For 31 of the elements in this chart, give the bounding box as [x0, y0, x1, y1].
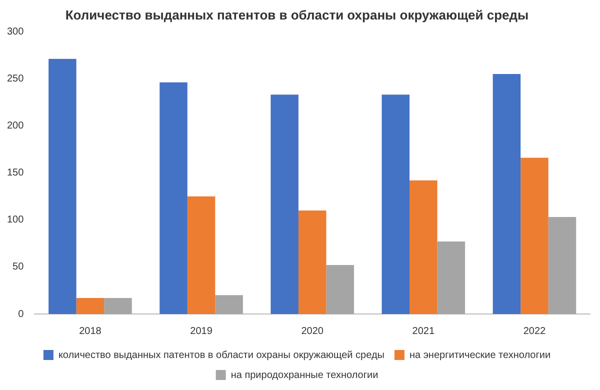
y-tick-label: 100 [6, 214, 24, 226]
bar [187, 196, 216, 314]
x-tick-label: 2020 [301, 326, 324, 337]
bar [326, 265, 354, 314]
bar [270, 94, 298, 314]
y-tick-label: 0 [18, 308, 24, 320]
chart-title: Количество выданных патентов в области охраны окружающей среды [65, 7, 529, 22]
bar [76, 298, 104, 314]
bar [160, 82, 188, 314]
y-tick-label: 150 [6, 168, 24, 179]
bar [298, 210, 326, 314]
bar [437, 242, 466, 314]
y-tick-label: 300 [6, 26, 24, 38]
bar [410, 180, 438, 314]
x-tick-label: 2018 [79, 326, 102, 337]
bar [520, 158, 548, 314]
bar [215, 295, 243, 314]
x-tick-label: 2019 [190, 326, 213, 337]
y-tick-label: 200 [6, 120, 24, 132]
legend-label: на энергитические технологии [409, 350, 551, 361]
x-tick-label: 2021 [412, 326, 435, 337]
bar [548, 217, 576, 314]
bar [48, 58, 76, 314]
bar [382, 94, 410, 314]
bar [104, 298, 132, 314]
legend-label: количество выданных патентов в области охраны окружающей среды [58, 350, 384, 361]
x-tick-label: 2022 [523, 326, 546, 337]
y-tick-label: 50 [12, 262, 24, 273]
legend-label: на природохранные технологии [230, 370, 378, 381]
y-tick-label: 250 [6, 73, 24, 84]
bar [492, 74, 521, 314]
